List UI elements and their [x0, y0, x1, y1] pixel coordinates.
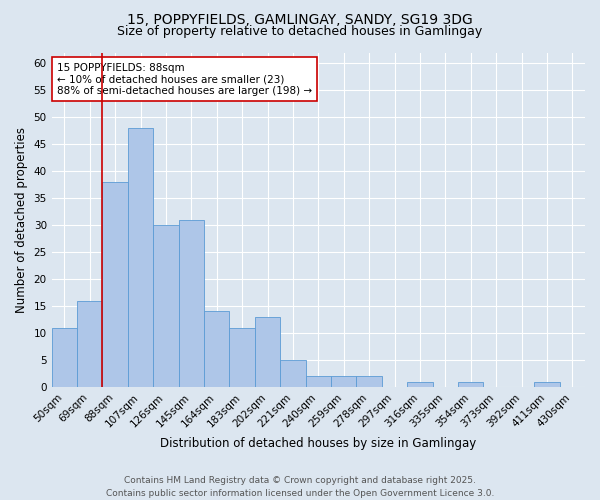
Text: Size of property relative to detached houses in Gamlingay: Size of property relative to detached ho…	[118, 25, 482, 38]
Bar	[280, 360, 305, 387]
Bar	[305, 376, 331, 387]
Text: 15, POPPYFIELDS, GAMLINGAY, SANDY, SG19 3DG: 15, POPPYFIELDS, GAMLINGAY, SANDY, SG19 …	[127, 12, 473, 26]
Bar	[229, 328, 255, 387]
Bar	[153, 225, 179, 387]
Bar	[204, 312, 229, 387]
Text: Contains HM Land Registry data © Crown copyright and database right 2025.
Contai: Contains HM Land Registry data © Crown c…	[106, 476, 494, 498]
Bar	[179, 220, 204, 387]
Bar	[534, 382, 560, 387]
Bar	[331, 376, 356, 387]
Text: 15 POPPYFIELDS: 88sqm
← 10% of detached houses are smaller (23)
88% of semi-deta: 15 POPPYFIELDS: 88sqm ← 10% of detached …	[57, 62, 312, 96]
Bar	[77, 300, 103, 387]
Bar	[255, 317, 280, 387]
Bar	[128, 128, 153, 387]
Bar	[407, 382, 433, 387]
Y-axis label: Number of detached properties: Number of detached properties	[15, 126, 28, 312]
Bar	[103, 182, 128, 387]
Bar	[52, 328, 77, 387]
X-axis label: Distribution of detached houses by size in Gamlingay: Distribution of detached houses by size …	[160, 437, 476, 450]
Bar	[356, 376, 382, 387]
Bar	[458, 382, 484, 387]
